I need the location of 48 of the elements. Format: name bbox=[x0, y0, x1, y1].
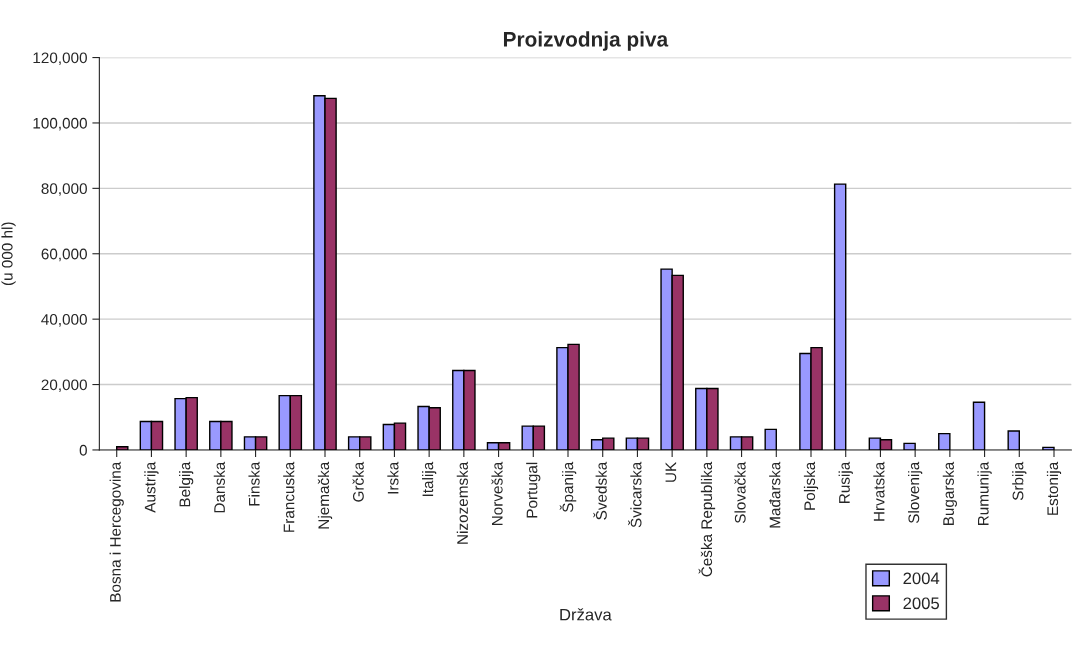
x-tick-label: Italija bbox=[422, 461, 437, 497]
x-tick-label: Grčka bbox=[352, 461, 364, 502]
bar bbox=[1007, 430, 1020, 450]
x-tick-label: Češka Republika bbox=[698, 461, 716, 577]
y-tick-label: 60,000 bbox=[41, 248, 87, 262]
x-tick-label: Rusija bbox=[838, 461, 853, 503]
x-tick-label: Njemačka bbox=[317, 461, 333, 529]
x-tick-label: Španija bbox=[559, 461, 577, 513]
bar bbox=[764, 428, 777, 450]
y-tick-label: 120,000 bbox=[33, 52, 87, 66]
y-tick-label: 80,000 bbox=[41, 183, 87, 196]
x-tick-label: Finska bbox=[248, 461, 260, 506]
y-tick-label: 40,000 bbox=[41, 314, 87, 327]
x-tick-label: Rumunija bbox=[977, 461, 992, 526]
y-tick-label: 100,000 bbox=[33, 117, 87, 131]
x-tick-label: Srbija bbox=[1012, 461, 1027, 501]
bar bbox=[116, 445, 129, 450]
bar bbox=[903, 442, 916, 450]
legend-label: 2004 bbox=[903, 572, 940, 585]
bar bbox=[833, 183, 847, 450]
bar bbox=[938, 432, 951, 450]
x-tick-label: Švicarska bbox=[628, 461, 642, 528]
y-tick-label: 0 bbox=[79, 444, 87, 456]
x-tick-label: Mađarska bbox=[769, 461, 781, 528]
x-tick-label: Irska bbox=[387, 461, 399, 494]
x-tick-label: Bosna i Hercegovina bbox=[109, 461, 124, 602]
x-tick-label: Slovačka bbox=[734, 461, 746, 524]
x-tick-label: Slovenija bbox=[908, 461, 923, 524]
x-tick-label: Portugal bbox=[526, 462, 541, 518]
x-tick-label: Bugarska bbox=[942, 461, 957, 526]
x-tick-label: Austrija bbox=[144, 461, 159, 513]
x-tick-label: Švedska bbox=[593, 461, 607, 520]
x-tick-label: Estonija bbox=[1046, 461, 1062, 515]
x-tick-label: Poljska bbox=[803, 461, 819, 510]
y-axis-title: (u 000 hl) bbox=[1, 222, 16, 286]
x-tick-label: Francuska bbox=[283, 461, 295, 532]
x-tick-label: Norveška bbox=[491, 461, 503, 526]
chart-title: Proizvodnja piva bbox=[503, 31, 669, 51]
x-tick-label: Hrvatska bbox=[873, 461, 885, 521]
x-tick-label: UK bbox=[665, 461, 677, 482]
bar bbox=[1042, 446, 1055, 450]
x-tick-label: Belgija bbox=[179, 461, 194, 507]
y-tick-label: 20,000 bbox=[41, 379, 87, 393]
legend-label: 2005 bbox=[903, 597, 940, 610]
x-axis-title: Država bbox=[560, 608, 612, 621]
bar bbox=[972, 401, 986, 450]
x-tick-label: Danska bbox=[213, 461, 225, 513]
x-tick-label: Nizozemska bbox=[456, 461, 468, 544]
